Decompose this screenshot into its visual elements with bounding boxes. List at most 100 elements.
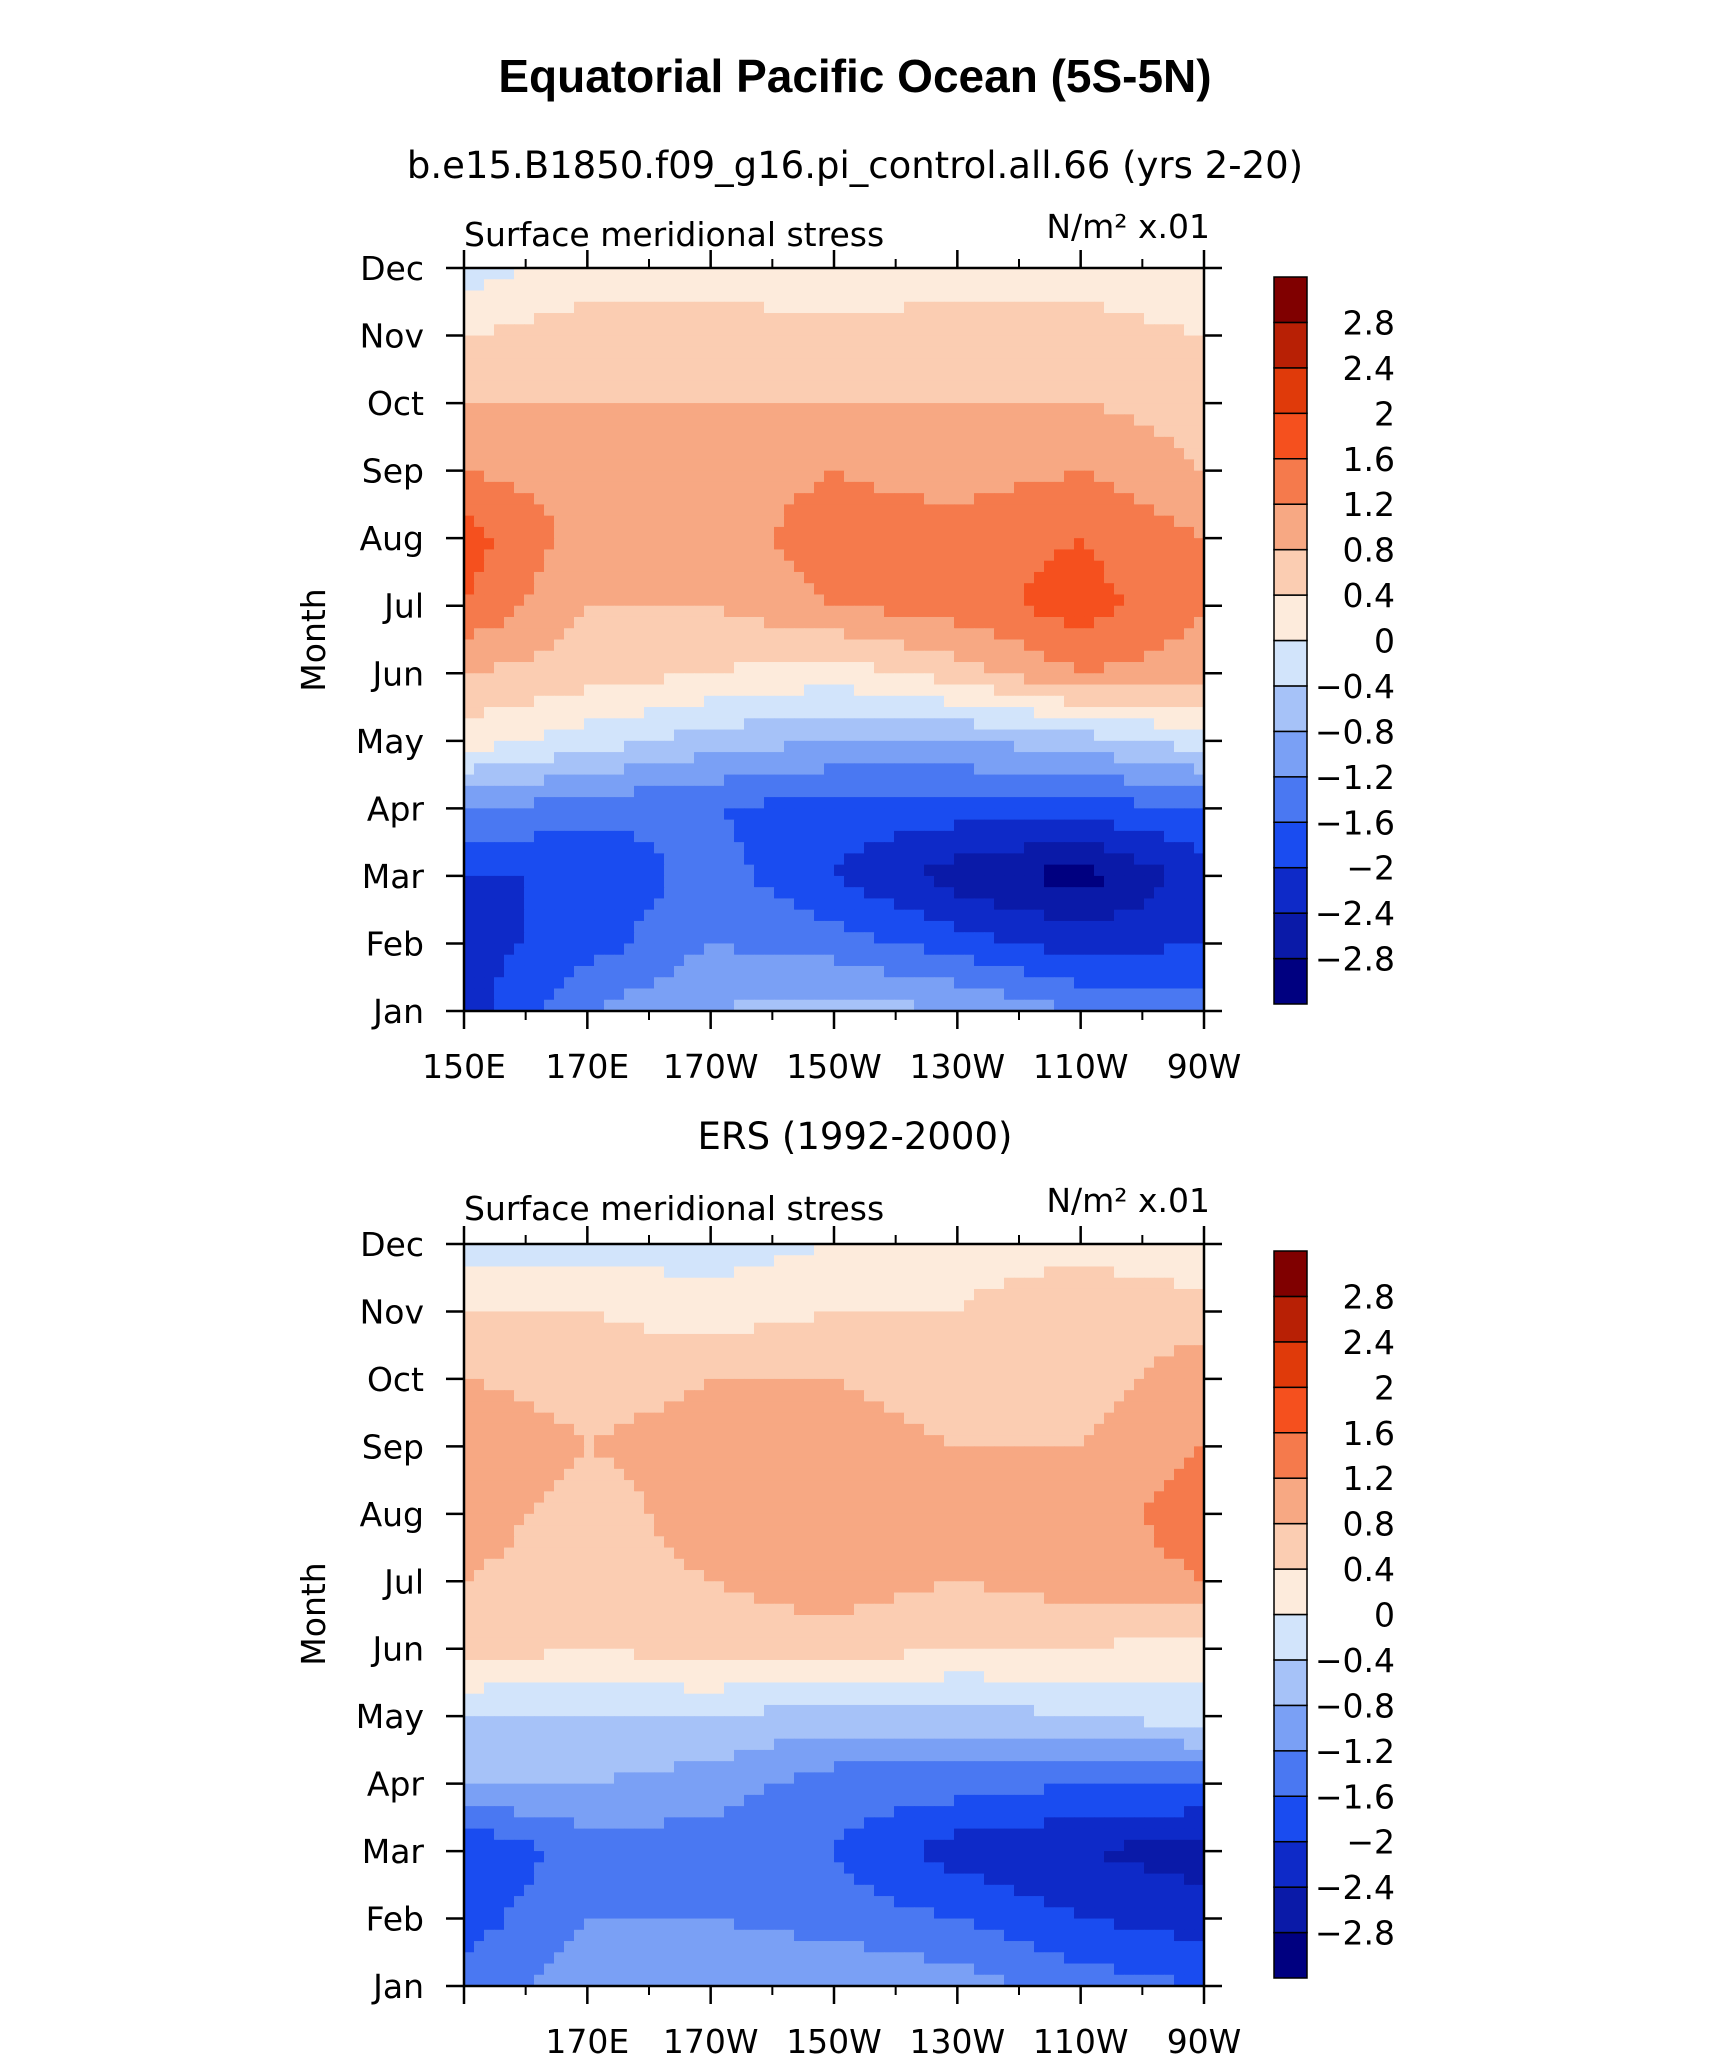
heatmap-cell: [1014, 538, 1025, 551]
heatmap-cell: [594, 684, 605, 697]
heatmap-cell: [834, 549, 845, 562]
heatmap-cell: [1024, 403, 1035, 415]
heatmap-cell: [1094, 335, 1105, 348]
heatmap-cell: [1174, 887, 1185, 900]
heatmap-cell: [884, 628, 895, 641]
heatmap-cell: [864, 740, 875, 753]
heatmap-cell: [904, 515, 915, 528]
heatmap-cell: [564, 515, 575, 528]
heatmap-cell: [584, 290, 595, 303]
heatmap-cell: [914, 639, 925, 652]
heatmap-cell: [874, 346, 885, 359]
heatmap-cell: [1054, 301, 1065, 314]
heatmap-cell: [474, 707, 485, 719]
heatmap-cell: [504, 515, 515, 528]
heatmap-cell: [704, 943, 715, 956]
heatmap-cell: [474, 268, 485, 280]
heatmap-cell: [554, 954, 565, 967]
heatmap-cell: [1004, 729, 1015, 742]
heatmap-cell: [594, 999, 605, 1012]
heatmap-cell: [924, 605, 935, 618]
heatmap-cell: [474, 639, 485, 652]
heatmap-cell: [704, 920, 715, 933]
heatmap-cell: [654, 594, 665, 607]
heatmap-cell: [584, 403, 595, 415]
heatmap-cell: [754, 887, 765, 900]
heatmap-cell: [874, 752, 885, 764]
heatmap-cell: [1034, 999, 1045, 1012]
heatmap-cell: [1064, 436, 1075, 449]
heatmap-cell: [854, 628, 865, 641]
heatmap-cell: [834, 887, 845, 900]
heatmap-cell: [564, 346, 575, 359]
heatmap-cell: [794, 571, 805, 584]
heatmap-cell: [1094, 887, 1105, 900]
heatmap-cell: [974, 279, 985, 292]
heatmap-cell: [1094, 358, 1105, 370]
heatmap-cell: [914, 999, 925, 1012]
heatmap-cell: [904, 707, 915, 719]
heatmap-cell: [944, 459, 955, 472]
heatmap-cell: [564, 842, 575, 854]
heatmap-cell: [1124, 965, 1135, 978]
heatmap-cell: [744, 605, 755, 618]
heatmap-cell: [874, 853, 885, 866]
heatmap-cell: [1144, 752, 1155, 764]
heatmap-cell: [784, 515, 795, 528]
heatmap-cell: [694, 560, 705, 573]
heatmap-cell: [944, 403, 955, 415]
heatmap-cell: [514, 470, 525, 483]
heatmap-cell: [1194, 999, 1205, 1012]
heatmap-cell: [694, 842, 705, 854]
heatmap-cell: [894, 977, 905, 990]
heatmap-cell: [764, 988, 775, 1001]
heatmap-cell: [1094, 943, 1105, 956]
heatmap-cell: [864, 954, 875, 967]
heatmap-cell: [844, 414, 855, 427]
heatmap-cell: [534, 887, 545, 900]
heatmap-cell: [884, 695, 895, 708]
heatmap-cell: [1094, 290, 1105, 303]
heatmap-cell: [574, 785, 585, 798]
heatmap-cell: [854, 549, 865, 562]
heatmap-cell: [1024, 515, 1035, 528]
heatmap-cell: [1174, 414, 1185, 427]
heatmap-cell: [914, 650, 925, 663]
heatmap-cell: [974, 673, 985, 686]
heatmap-cell: [834, 425, 845, 438]
heatmap-cell: [874, 763, 885, 776]
heatmap-cell: [704, 684, 715, 697]
heatmap-cell: [1024, 313, 1035, 325]
heatmap-cell: [1134, 526, 1145, 539]
heatmap-cell: [1164, 977, 1175, 990]
heatmap-cell: [954, 875, 965, 888]
heatmap-cell: [664, 324, 675, 337]
heatmap-cell: [624, 988, 635, 1001]
heatmap-cell: [904, 425, 915, 438]
heatmap-cell: [1024, 279, 1035, 292]
heatmap-cell: [914, 571, 925, 584]
heatmap-cell: [904, 290, 915, 303]
heatmap-cell: [704, 650, 715, 663]
heatmap-cell: [974, 639, 985, 652]
heatmap-cell: [934, 369, 945, 382]
heatmap-cell: [924, 842, 935, 854]
heatmap-cell: [1014, 313, 1025, 325]
heatmap-cell: [924, 425, 935, 438]
heatmap-cell: [674, 819, 685, 832]
heatmap-cell: [1004, 842, 1015, 854]
heatmap-cell: [714, 943, 725, 956]
heatmap-cell: [1154, 414, 1165, 427]
heatmap-cell: [524, 560, 535, 573]
heatmap-cell: [734, 504, 745, 517]
heatmap-cell: [934, 571, 945, 584]
heatmap-cell: [694, 662, 705, 674]
heatmap-cell: [884, 279, 895, 292]
heatmap-cell: [594, 481, 605, 494]
heatmap-cell: [874, 650, 885, 663]
heatmap-cell: [1124, 729, 1135, 742]
heatmap-cell: [704, 335, 715, 348]
heatmap-cell: [704, 662, 715, 674]
heatmap-cell: [624, 695, 635, 708]
heatmap-cell: [1114, 662, 1125, 674]
